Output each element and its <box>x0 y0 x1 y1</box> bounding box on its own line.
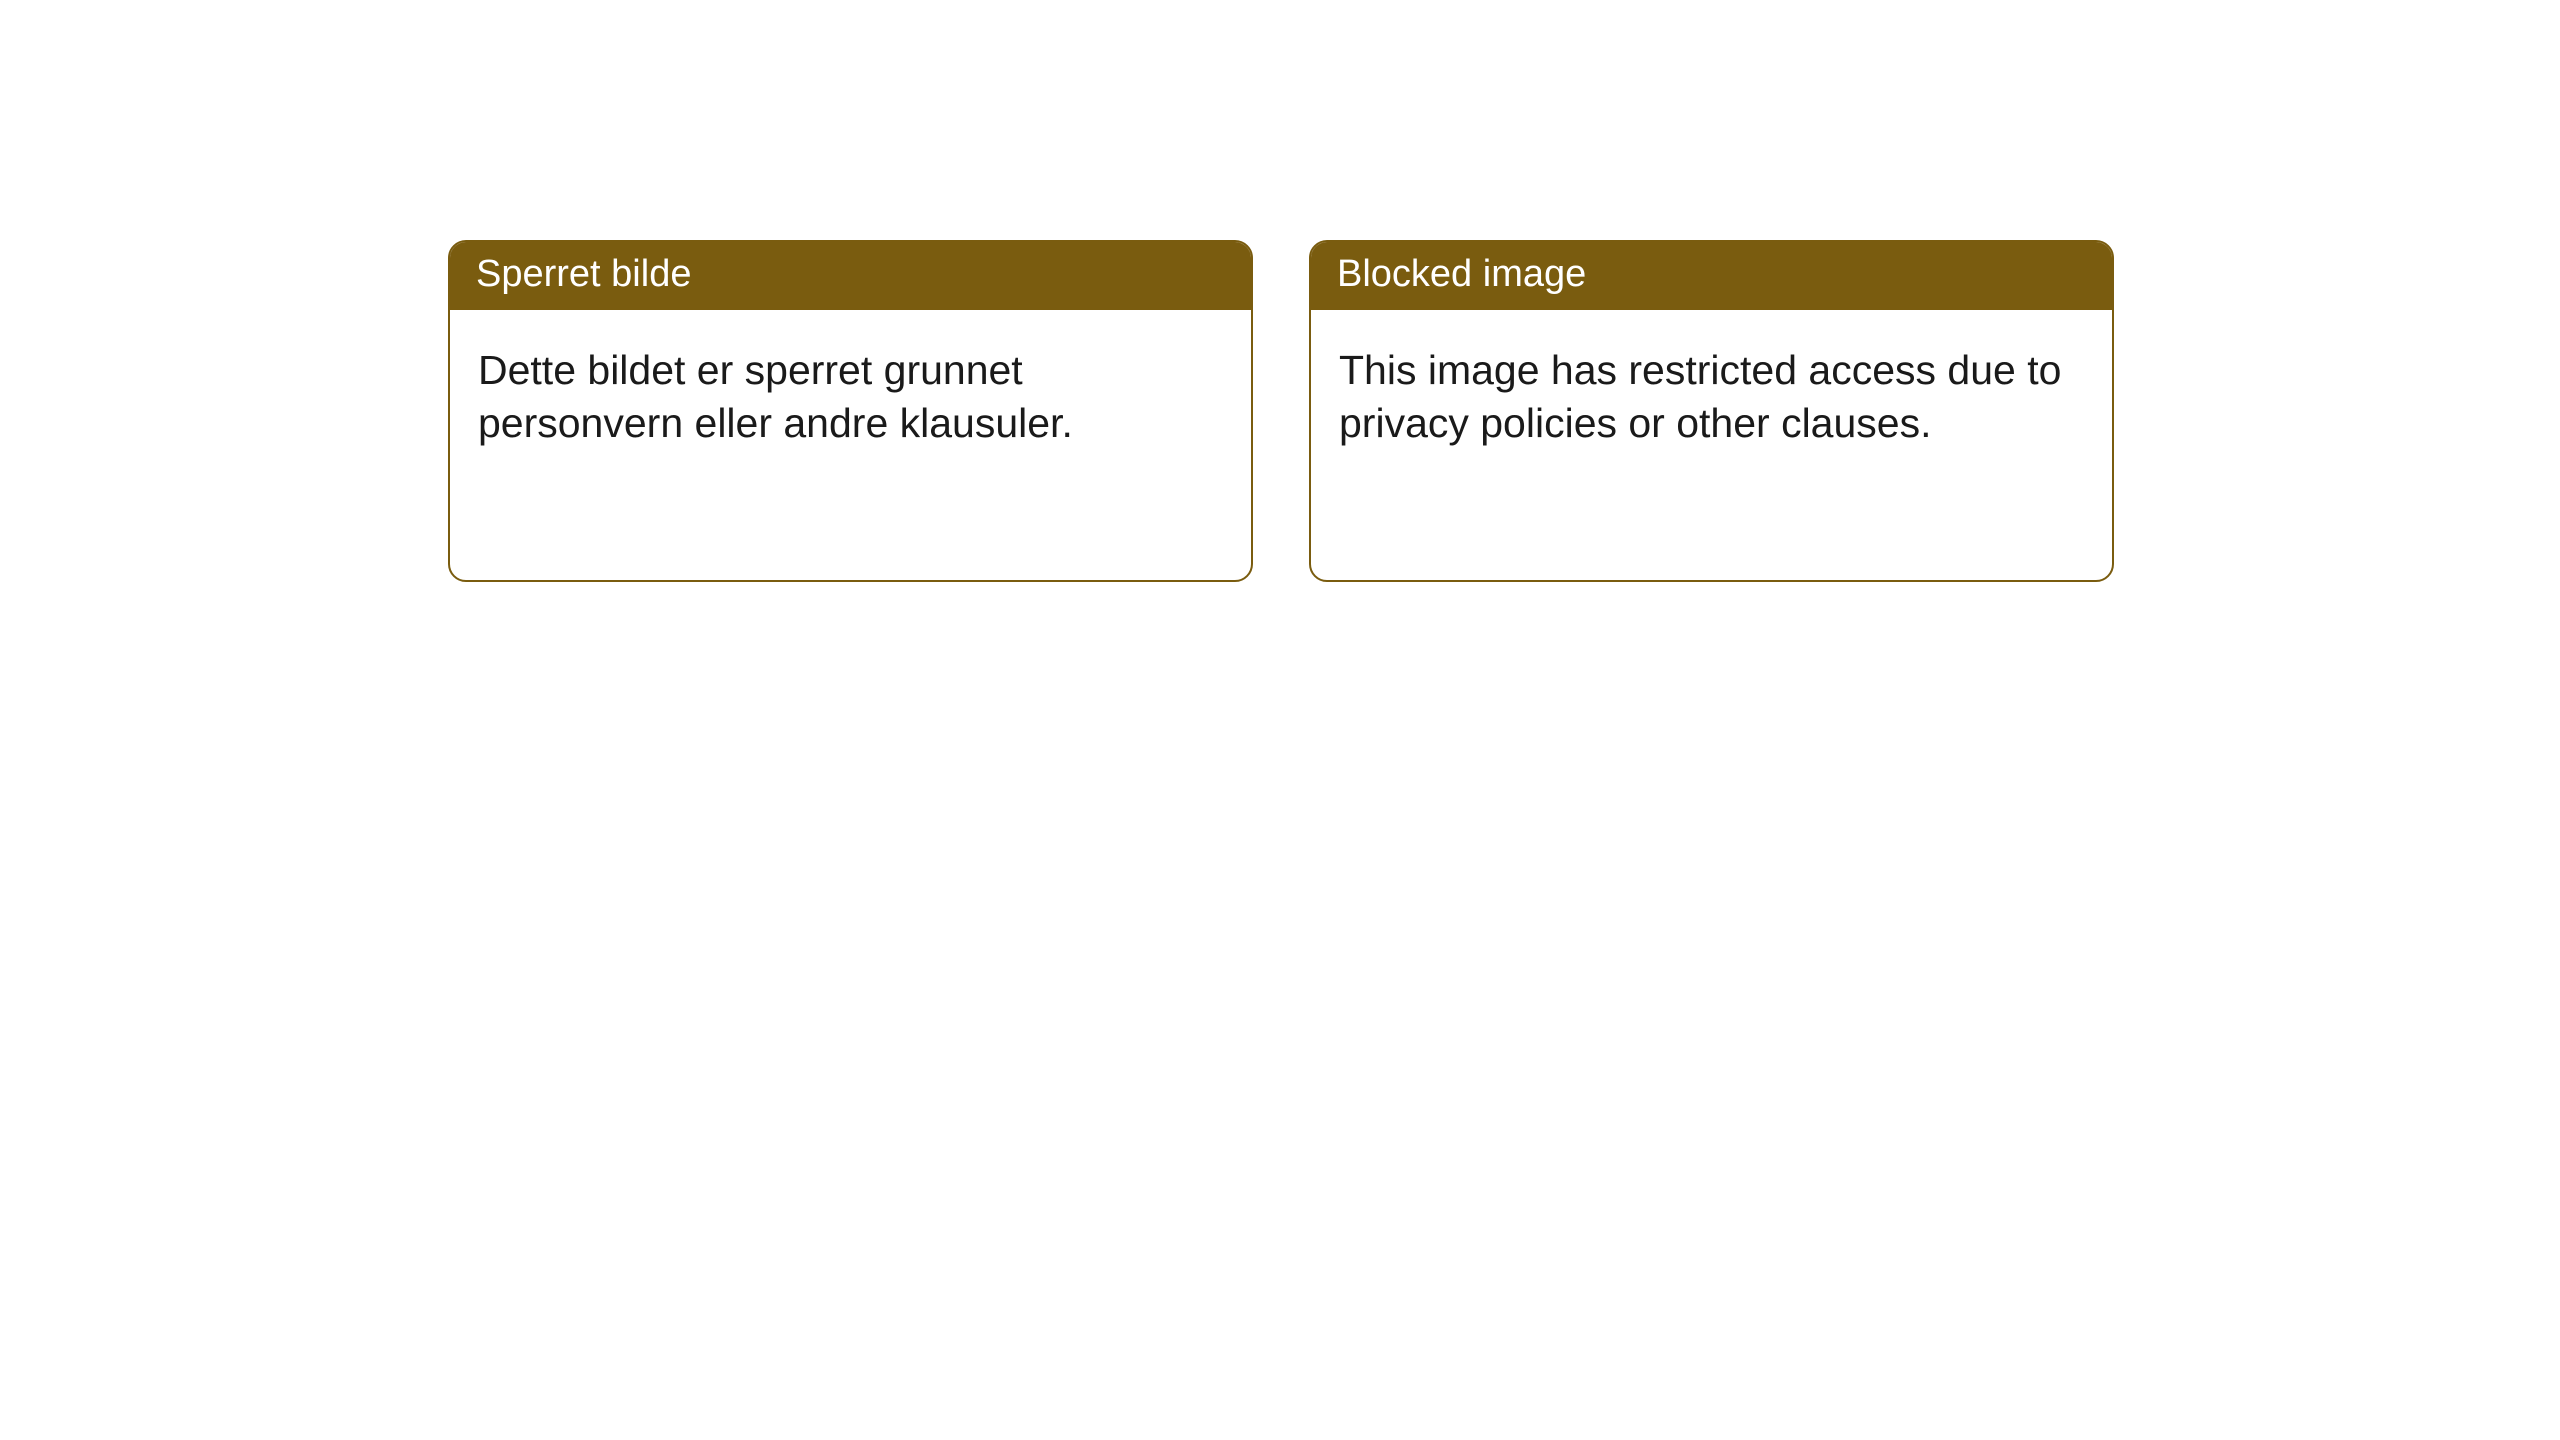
notice-body-english: This image has restricted access due to … <box>1311 310 2112 580</box>
notice-card-english: Blocked image This image has restricted … <box>1309 240 2114 582</box>
notice-card-norwegian: Sperret bilde Dette bildet er sperret gr… <box>448 240 1253 582</box>
notice-container: Sperret bilde Dette bildet er sperret gr… <box>0 0 2560 582</box>
notice-title-english: Blocked image <box>1311 242 2112 310</box>
notice-body-norwegian: Dette bildet er sperret grunnet personve… <box>450 310 1251 580</box>
notice-title-norwegian: Sperret bilde <box>450 242 1251 310</box>
